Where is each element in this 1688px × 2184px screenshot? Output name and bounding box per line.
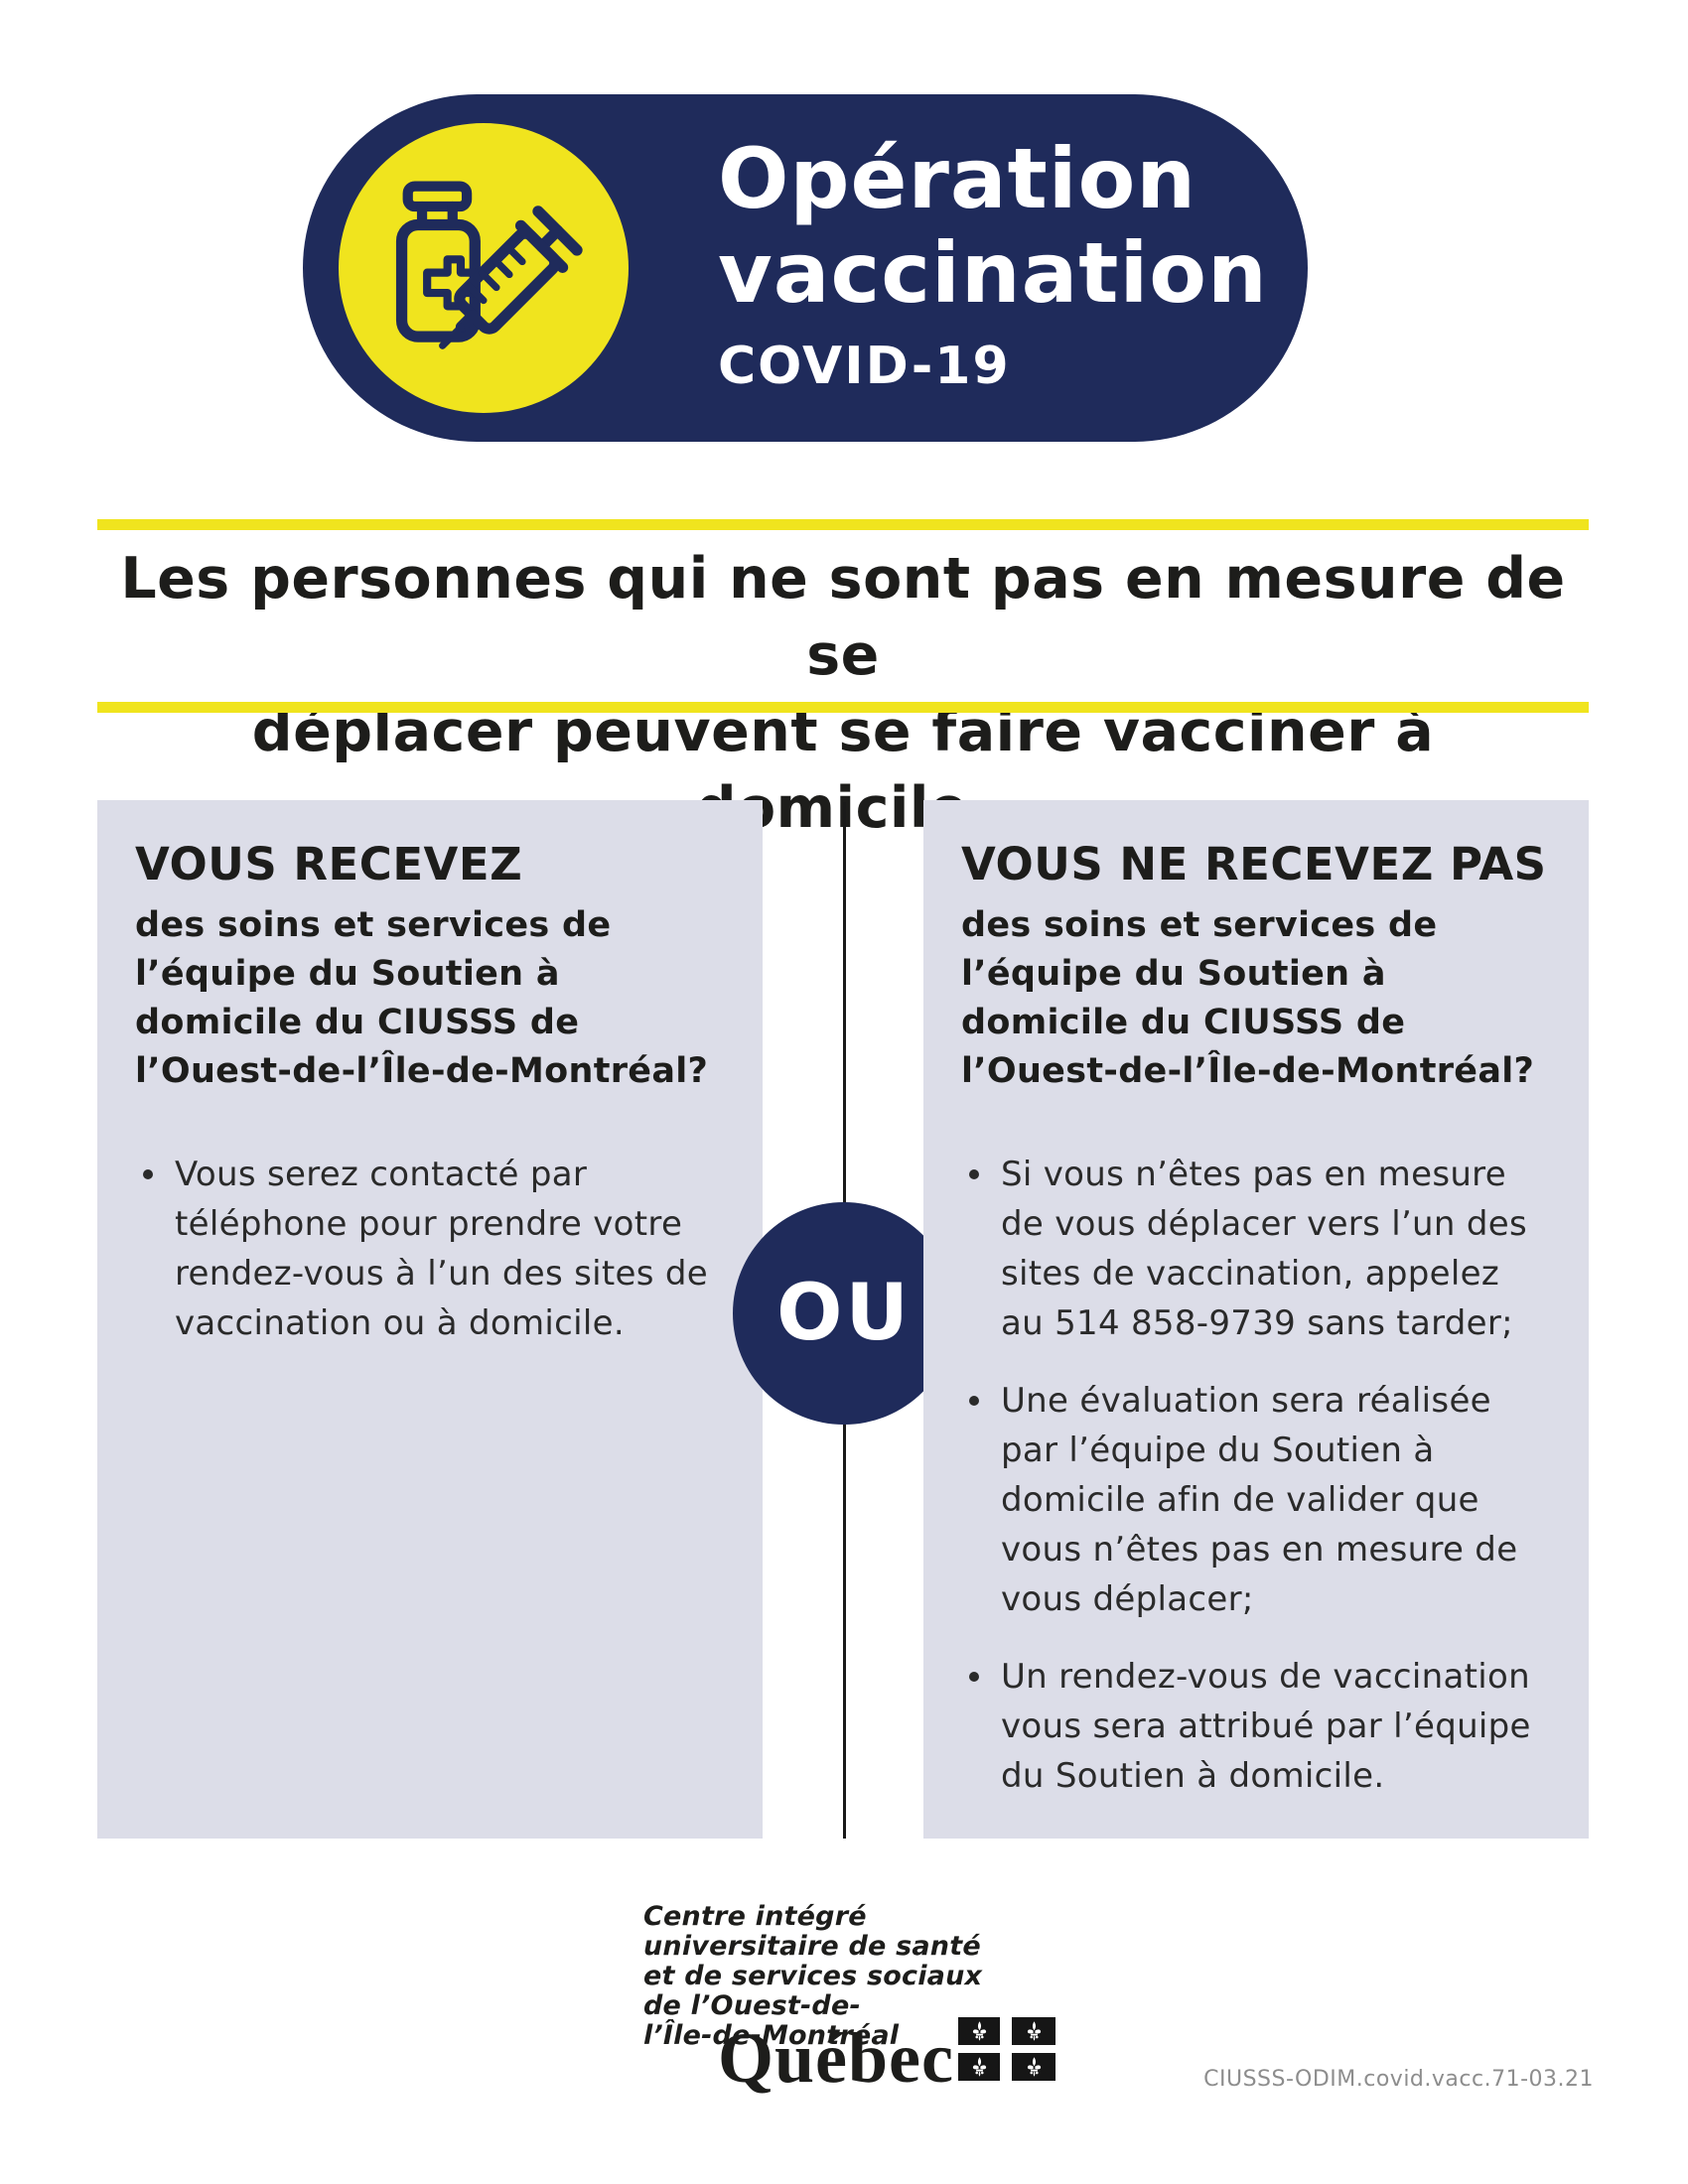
quebec-wordmark: Québec <box>718 2018 954 2098</box>
right-panel-bullet-list: Si vous n’êtes pas en mesure de vous dép… <box>961 1150 1551 1801</box>
operation-vaccination-banner: Opération vaccination COVID-19 <box>303 94 1308 442</box>
banner-covid-label: COVID-19 <box>718 337 1011 396</box>
org-line: et de services sociaux <box>643 1961 983 1991</box>
left-panel-heading: VOUS RECEVEZ <box>135 838 523 890</box>
banner-icon-circle <box>339 123 629 413</box>
org-line: universitaire de santé <box>643 1931 981 1962</box>
org-line: Centre intégré <box>643 1901 867 1932</box>
list-item: Vous serez contacté par téléphone pour p… <box>135 1150 725 1348</box>
panel-you-receive: VOUS RECEVEZ des soins et services de l’… <box>97 800 763 1839</box>
ou-label: OU <box>776 1269 912 1358</box>
document-code: CIUSSS-ODIM.covid.vacc.71-03.21 <box>1203 2067 1594 2092</box>
quebec-flag-icon <box>958 2017 1055 2081</box>
fleur-de-lis-icon <box>1012 2053 1055 2081</box>
org-line: l’Île-de-Montréal <box>643 2020 900 2051</box>
ou-divider-badge: OU <box>733 1202 955 1425</box>
left-panel-bullet-list: Vous serez contacté par téléphone pour p… <box>135 1150 725 1348</box>
list-item: Un rendez-vous de vaccination vous sera … <box>961 1652 1551 1801</box>
fleur-de-lis-icon <box>1012 2017 1055 2045</box>
vaccine-vial-syringe-icon <box>395 180 583 349</box>
yellow-rule-top <box>97 519 1589 530</box>
fleur-de-lis-icon <box>958 2053 1000 2081</box>
headline-line1: Les personnes qui ne sont pas en mesure … <box>120 546 1566 688</box>
banner-text: Opération vaccination COVID-19 <box>718 130 1268 397</box>
list-item: Si vous n’êtes pas en mesure de vous dép… <box>961 1150 1551 1348</box>
banner-title-line1: Opération <box>718 130 1197 227</box>
panel-you-do-not-receive: VOUS NE RECEVEZ PAS des soins et service… <box>923 800 1589 1839</box>
org-line: de l’Ouest-de- <box>643 1990 861 2021</box>
left-panel-subheading: des soins et services de l’équipe du Sou… <box>135 905 709 1091</box>
ciusss-org-name: Centre intégré universitaire de santé et… <box>643 1902 982 2051</box>
list-item: Une évaluation sera réalisée par l’équip… <box>961 1376 1551 1624</box>
yellow-rule-bottom <box>97 702 1589 713</box>
right-panel-heading: VOUS NE RECEVEZ PAS <box>961 838 1547 890</box>
right-panel-subheading: des soins et services de l’équipe du Sou… <box>961 905 1535 1091</box>
banner-title-line2: vaccination <box>718 224 1268 322</box>
fleur-de-lis-icon <box>958 2017 1000 2045</box>
